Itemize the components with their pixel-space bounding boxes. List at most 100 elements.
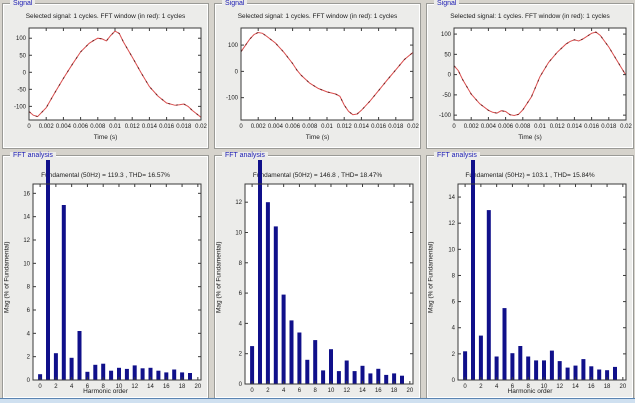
svg-text:18: 18 — [604, 384, 611, 390]
svg-text:18: 18 — [391, 388, 398, 394]
svg-text:0.002: 0.002 — [39, 124, 55, 130]
svg-text:0.01: 0.01 — [109, 124, 121, 130]
svg-text:-100: -100 — [14, 104, 27, 110]
svg-text:4: 4 — [282, 388, 286, 394]
svg-text:-100: -100 — [226, 96, 239, 102]
signal-groupbox-label-1: Signal — [10, 0, 36, 8]
svg-text:12: 12 — [235, 200, 242, 206]
fft-title-2: Fundamental (50Hz) = 146.8 , THD= 18.47% — [252, 172, 383, 179]
svg-text:0: 0 — [463, 384, 467, 390]
fft-title-1: Fundamental (50Hz) = 119.3 , THD= 16.57% — [41, 172, 170, 179]
svg-text:8: 8 — [314, 388, 318, 394]
svg-text:6: 6 — [239, 291, 243, 297]
svg-text:6: 6 — [298, 388, 302, 394]
svg-text:8: 8 — [527, 384, 531, 390]
svg-text:20: 20 — [195, 384, 202, 390]
svg-text:14: 14 — [572, 384, 579, 390]
svg-text:0.016: 0.016 — [584, 124, 600, 130]
fft-panel-1: FFT analysis Fundamental (50Hz) = 119.3 … — [2, 152, 209, 399]
svg-text:0.018: 0.018 — [176, 124, 192, 130]
time-axis-label-2: Time (s) — [305, 134, 330, 141]
svg-text:6: 6 — [452, 300, 456, 306]
svg-text:16: 16 — [23, 191, 30, 197]
svg-text:0.008: 0.008 — [515, 124, 531, 130]
svg-text:0: 0 — [239, 124, 243, 130]
svg-text:10: 10 — [448, 247, 455, 253]
signal-panel-1: Signal Selected signal: 1 cycles. FFT wi… — [2, 0, 209, 149]
svg-text:0.014: 0.014 — [567, 124, 583, 130]
svg-text:0.006: 0.006 — [285, 124, 301, 130]
signal-plot-3: 0 0.002 0.004 0.006 0.008 0.01 0.012 0.014 0.016… — [439, 27, 632, 130]
time-axis-label-1: Time (s) — [93, 134, 118, 141]
svg-text:0.002: 0.002 — [251, 124, 267, 130]
svg-text:4: 4 — [495, 384, 499, 390]
svg-text:0.012: 0.012 — [550, 124, 566, 130]
svg-text:0: 0 — [452, 378, 456, 384]
fft-groupbox-label-3: FFT analysis — [434, 152, 480, 160]
signal-panel-3: Signal Selected signal: 1 cycles. FFT wi… — [426, 0, 634, 149]
fft-groupbox-label-2: FFT analysis — [222, 152, 268, 160]
svg-text:10: 10 — [23, 261, 30, 267]
svg-text:6: 6 — [27, 308, 31, 314]
svg-text:0: 0 — [250, 388, 254, 394]
svg-text:8: 8 — [239, 261, 243, 267]
svg-text:2: 2 — [479, 384, 483, 390]
svg-text:12: 12 — [343, 388, 350, 394]
signal-plot-2: 0 0.002 0.004 0.006 0.008 0.01 0.012 0.014 0.016… — [226, 27, 419, 130]
svg-text:100: 100 — [441, 32, 452, 38]
fft-plot-3: 0 2 4 6 8 10 12 14 16 18 20 0 2 4 6 8 10 12 14 — [448, 160, 627, 390]
svg-text:10: 10 — [116, 384, 123, 390]
signal-panel-2: Signal Selected signal: 1 cycles. FFT wi… — [214, 0, 421, 149]
svg-text:0.004: 0.004 — [56, 124, 72, 130]
svg-text:0: 0 — [27, 124, 31, 130]
fft-title-3: Fundamental (50Hz) = 103.1 , THD= 15.84% — [465, 172, 595, 179]
svg-text:8: 8 — [452, 273, 456, 279]
svg-text:6: 6 — [86, 384, 90, 390]
svg-text:20: 20 — [407, 388, 414, 394]
svg-text:4: 4 — [239, 321, 243, 327]
svg-text:0: 0 — [38, 384, 42, 390]
svg-text:14: 14 — [147, 384, 154, 390]
fft-panel-2: FFT analysis Fundamental (50Hz) = 146.8 … — [214, 152, 421, 399]
fft-panel-3: FFT analysis Fundamental (50Hz) = 103.1 … — [426, 152, 634, 399]
svg-text:0.016: 0.016 — [371, 124, 387, 130]
svg-text:0.002: 0.002 — [464, 124, 480, 130]
window-bottom-strip — [0, 398, 635, 403]
svg-text:14: 14 — [359, 388, 366, 394]
svg-text:4: 4 — [70, 384, 74, 390]
svg-text:12: 12 — [448, 221, 455, 227]
svg-text:2: 2 — [239, 352, 243, 358]
svg-text:14: 14 — [448, 195, 455, 201]
svg-text:20: 20 — [620, 384, 627, 390]
fft-plot-1: 0 2 4 6 8 10 12 14 16 18 20 0 2 4 6 8 10 12 14 16 — [23, 160, 202, 390]
svg-text:0.008: 0.008 — [90, 124, 106, 130]
svg-text:0: 0 — [27, 378, 31, 384]
svg-text:0.02: 0.02 — [407, 124, 419, 130]
svg-text:0: 0 — [23, 70, 27, 76]
svg-text:12: 12 — [556, 384, 563, 390]
svg-text:10: 10 — [328, 388, 335, 394]
svg-text:50: 50 — [19, 53, 26, 59]
signal-title-3: Selected signal: 1 cycles. FFT window (i… — [450, 13, 610, 20]
fft-xlabel-1: Harmonic order — [83, 388, 128, 395]
signal-plot-1: 0 0.002 0.004 0.006 0.008 0.01 0.012 0.014 0.016… — [14, 27, 207, 130]
svg-text:10: 10 — [235, 230, 242, 236]
svg-text:12: 12 — [23, 238, 30, 244]
svg-text:-50: -50 — [442, 93, 451, 99]
svg-text:10: 10 — [541, 384, 548, 390]
svg-text:0.018: 0.018 — [601, 124, 617, 130]
svg-text:8: 8 — [27, 285, 31, 291]
signal-groupbox-label-2: Signal — [222, 0, 248, 8]
svg-text:14: 14 — [23, 215, 30, 221]
svg-text:0.02: 0.02 — [620, 124, 632, 130]
svg-text:6: 6 — [511, 384, 515, 390]
svg-text:0.008: 0.008 — [302, 124, 318, 130]
svg-text:2: 2 — [266, 388, 270, 394]
svg-text:0.004: 0.004 — [481, 124, 497, 130]
svg-text:8: 8 — [102, 384, 106, 390]
svg-text:0.004: 0.004 — [268, 124, 284, 130]
svg-text:12: 12 — [131, 384, 138, 390]
signal-groupbox-label-3: Signal — [434, 0, 460, 8]
svg-text:100: 100 — [228, 43, 239, 49]
svg-text:0.018: 0.018 — [388, 124, 404, 130]
